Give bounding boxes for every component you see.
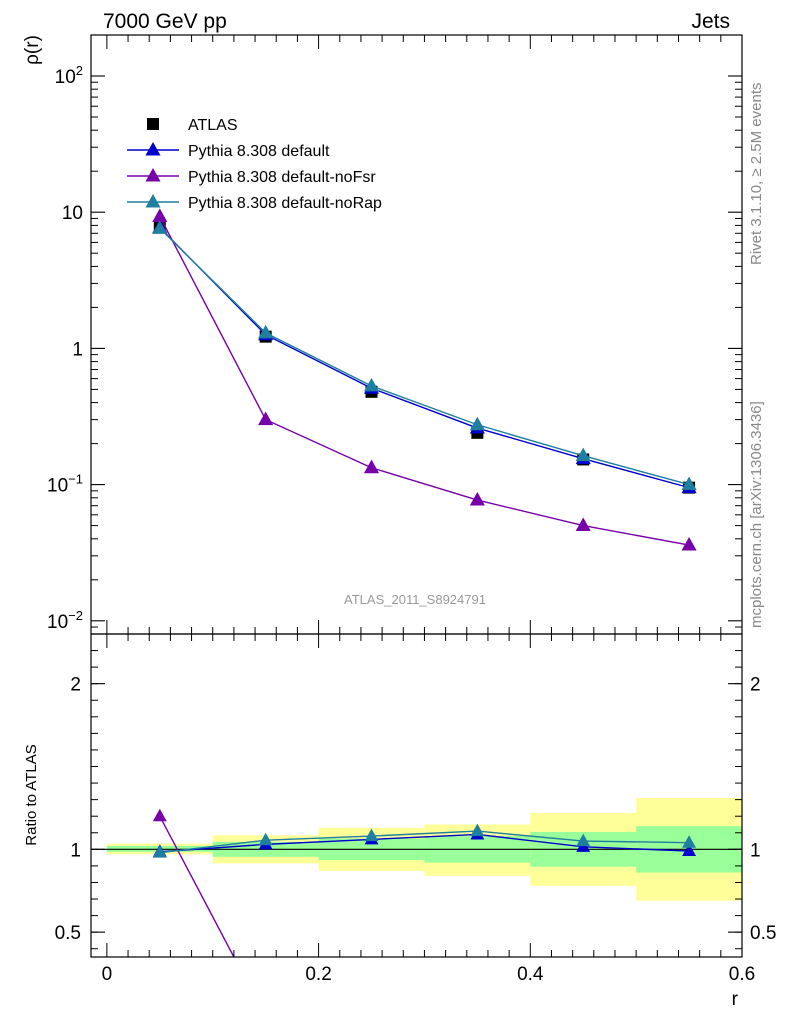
ratio-y-tick-label-right: 0.5 bbox=[750, 923, 776, 944]
noFsr-point bbox=[258, 411, 274, 426]
ratio-frame bbox=[90, 633, 743, 958]
ratio-plot-area bbox=[91, 797, 742, 957]
noRap-line bbox=[159, 227, 690, 486]
x-tick-label: 0.2 bbox=[305, 964, 331, 985]
legend-label: Pythia 8.308 default bbox=[188, 143, 330, 160]
noRap-ratio-point bbox=[682, 835, 697, 848]
x-tick-label: 0.4 bbox=[517, 964, 544, 985]
ratio-y-tick-label: 0.5 bbox=[55, 923, 81, 944]
ratio-xlabel: r bbox=[732, 989, 739, 1010]
mcplots-label: mcplots.cern.ch [arXiv:1306.3436] bbox=[748, 401, 765, 628]
legend-label: ATLAS bbox=[188, 117, 238, 134]
main-panel: 102 10 1 10−1 10−2 bbox=[47, 34, 743, 635]
noRap-point bbox=[258, 324, 274, 339]
ratio-y-tick-label: 1 bbox=[70, 840, 81, 861]
legend-label: Pythia 8.308 default-noFsr bbox=[188, 169, 376, 186]
legend-label: Pythia 8.308 default-noRap bbox=[188, 195, 382, 212]
noFsr-point bbox=[681, 536, 697, 551]
ratio-y-tick-label: 2 bbox=[70, 675, 81, 696]
noRap-ratio-point bbox=[258, 832, 273, 846]
noRap-ratio-point bbox=[470, 823, 485, 837]
noFsr-point bbox=[575, 517, 591, 532]
default-ratio-point bbox=[682, 843, 697, 857]
header-left-label: 7000 GeV pp bbox=[103, 10, 227, 33]
noFsr-point bbox=[469, 492, 485, 506]
default-ratio-line bbox=[159, 833, 690, 853]
legend-atlas-marker bbox=[147, 118, 159, 130]
noFsr-ratio-point bbox=[152, 808, 167, 822]
x-tick-label: 0 bbox=[102, 964, 113, 985]
noFsr-ratio-line bbox=[159, 815, 235, 957]
noRap-point bbox=[469, 416, 485, 431]
noRap-ratio-point bbox=[364, 828, 379, 842]
legend-noFsr-marker bbox=[145, 167, 161, 182]
y-tick-label: 10 bbox=[62, 203, 83, 224]
default-line bbox=[159, 227, 690, 489]
noRap-point bbox=[152, 220, 168, 234]
rivet-version-label: Rivet 3.1.10, ≥ 2.5M events bbox=[748, 83, 765, 266]
noRap-ratio-point bbox=[152, 845, 167, 858]
noFsr-point bbox=[152, 208, 168, 222]
noRap-point bbox=[575, 447, 591, 462]
y-tick-label: 1 bbox=[72, 339, 83, 360]
ratio-panel: 2 2 1 1 0.5 0.5 0 0.2 0.4 0.6 bbox=[55, 633, 776, 985]
watermark-label: ATLAS_2011_S8924791 bbox=[344, 592, 486, 607]
ratio-y-tick-label-right: 2 bbox=[750, 675, 761, 696]
y-tick-label: 102 bbox=[55, 63, 83, 88]
noFsr-line bbox=[159, 216, 690, 546]
noRap-ratio-point bbox=[576, 833, 591, 847]
noRap-point bbox=[363, 377, 380, 392]
legend-noRap-marker bbox=[145, 193, 161, 208]
legend: ATLAS Pythia 8.308 default Pythia 8.308 de… bbox=[127, 117, 382, 212]
noRap-ratio-line bbox=[159, 830, 690, 854]
main-ylabel: ρ(r) bbox=[22, 35, 43, 65]
ratio-ylabel: Ratio to ATLAS bbox=[23, 744, 40, 845]
x-tick-label: 0.6 bbox=[729, 964, 755, 985]
noFsr-point bbox=[363, 459, 380, 474]
noRap-point bbox=[681, 476, 697, 491]
y-tick-label: 10−1 bbox=[47, 472, 83, 497]
legend-default-marker bbox=[145, 141, 161, 156]
ratio-y-tick-label-right: 1 bbox=[750, 840, 761, 861]
y-tick-label: 10−2 bbox=[47, 608, 83, 633]
header-right-label: Jets bbox=[691, 10, 730, 33]
